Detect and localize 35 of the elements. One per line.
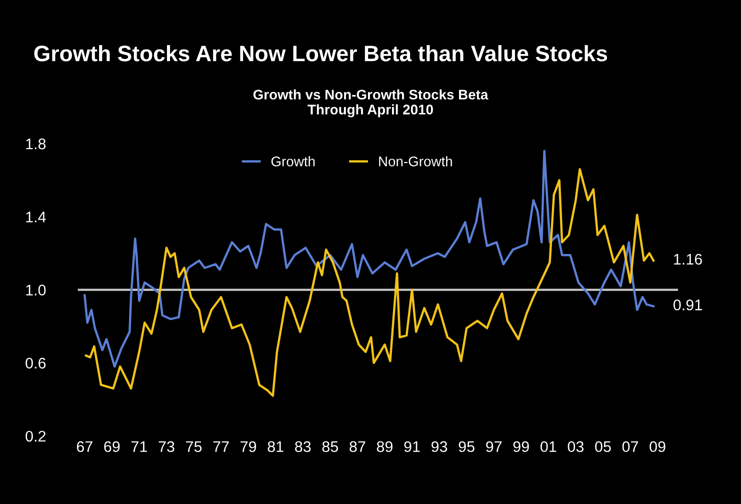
x-tick-label: 97 — [486, 441, 502, 452]
x-tick-label: 81 — [268, 441, 284, 452]
line-series — [84, 168, 655, 397]
x-tick-label: 95 — [458, 441, 474, 452]
x-tick-label: 01 — [540, 441, 556, 452]
x-tick-label: 71 — [131, 441, 147, 452]
x-tick-label: 67 — [76, 441, 92, 452]
annotation: 0.91 — [674, 300, 702, 310]
x-tick-label: 05 — [595, 441, 611, 452]
x-tick-label: 07 — [622, 441, 638, 452]
legend-label: Growth — [271, 156, 315, 166]
x-tick-label: 99 — [513, 441, 529, 452]
x-tick-label: 93 — [432, 441, 448, 452]
x-tick-label: 09 — [650, 441, 666, 452]
x-tick-label: 85 — [322, 441, 338, 452]
legend-label: Non-Growth — [379, 156, 452, 166]
chart-subtitle: Growth vs Non-Growth Stocks Beta Through April 2010 — [253, 89, 488, 118]
x-tick-label: 91 — [404, 441, 420, 452]
line-series — [84, 150, 655, 368]
annotation: 1.16 — [674, 254, 702, 265]
y-tick-label: 0.6 — [26, 358, 46, 369]
x-tick-label: 75 — [186, 441, 202, 452]
y-tick-label: 1.8 — [26, 138, 46, 150]
x-tick-label: 77 — [213, 441, 229, 452]
y-tick-label: 1.4 — [26, 212, 46, 222]
x-tick-label: 89 — [376, 441, 393, 452]
x-tick-label: 79 — [240, 441, 256, 452]
x-tick-label: 83 — [295, 441, 311, 452]
x-tick-label: 69 — [104, 441, 120, 452]
x-tick-label: 87 — [350, 441, 366, 452]
x-tick-label: 73 — [158, 441, 174, 452]
x-tick-label: 03 — [568, 441, 584, 452]
y-tick-label: 0.2 — [26, 430, 46, 442]
chart-title: Growth Stocks Are Now Lower Beta than Value Stocks — [34, 45, 608, 62]
y-tick-label: 1.0 — [26, 284, 46, 296]
